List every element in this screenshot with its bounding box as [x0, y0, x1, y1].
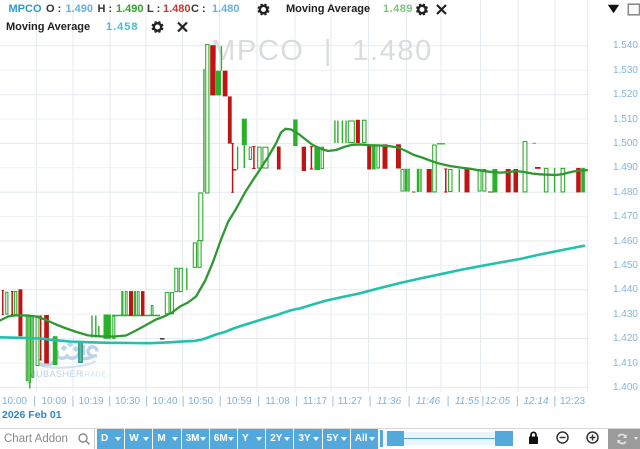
svg-text:TRADE: TRADE	[80, 372, 107, 379]
svg-text:MPCO | 1.480: MPCO | 1.480	[211, 35, 433, 67]
svg-text:MUBASHER: MUBASHER	[28, 369, 83, 379]
